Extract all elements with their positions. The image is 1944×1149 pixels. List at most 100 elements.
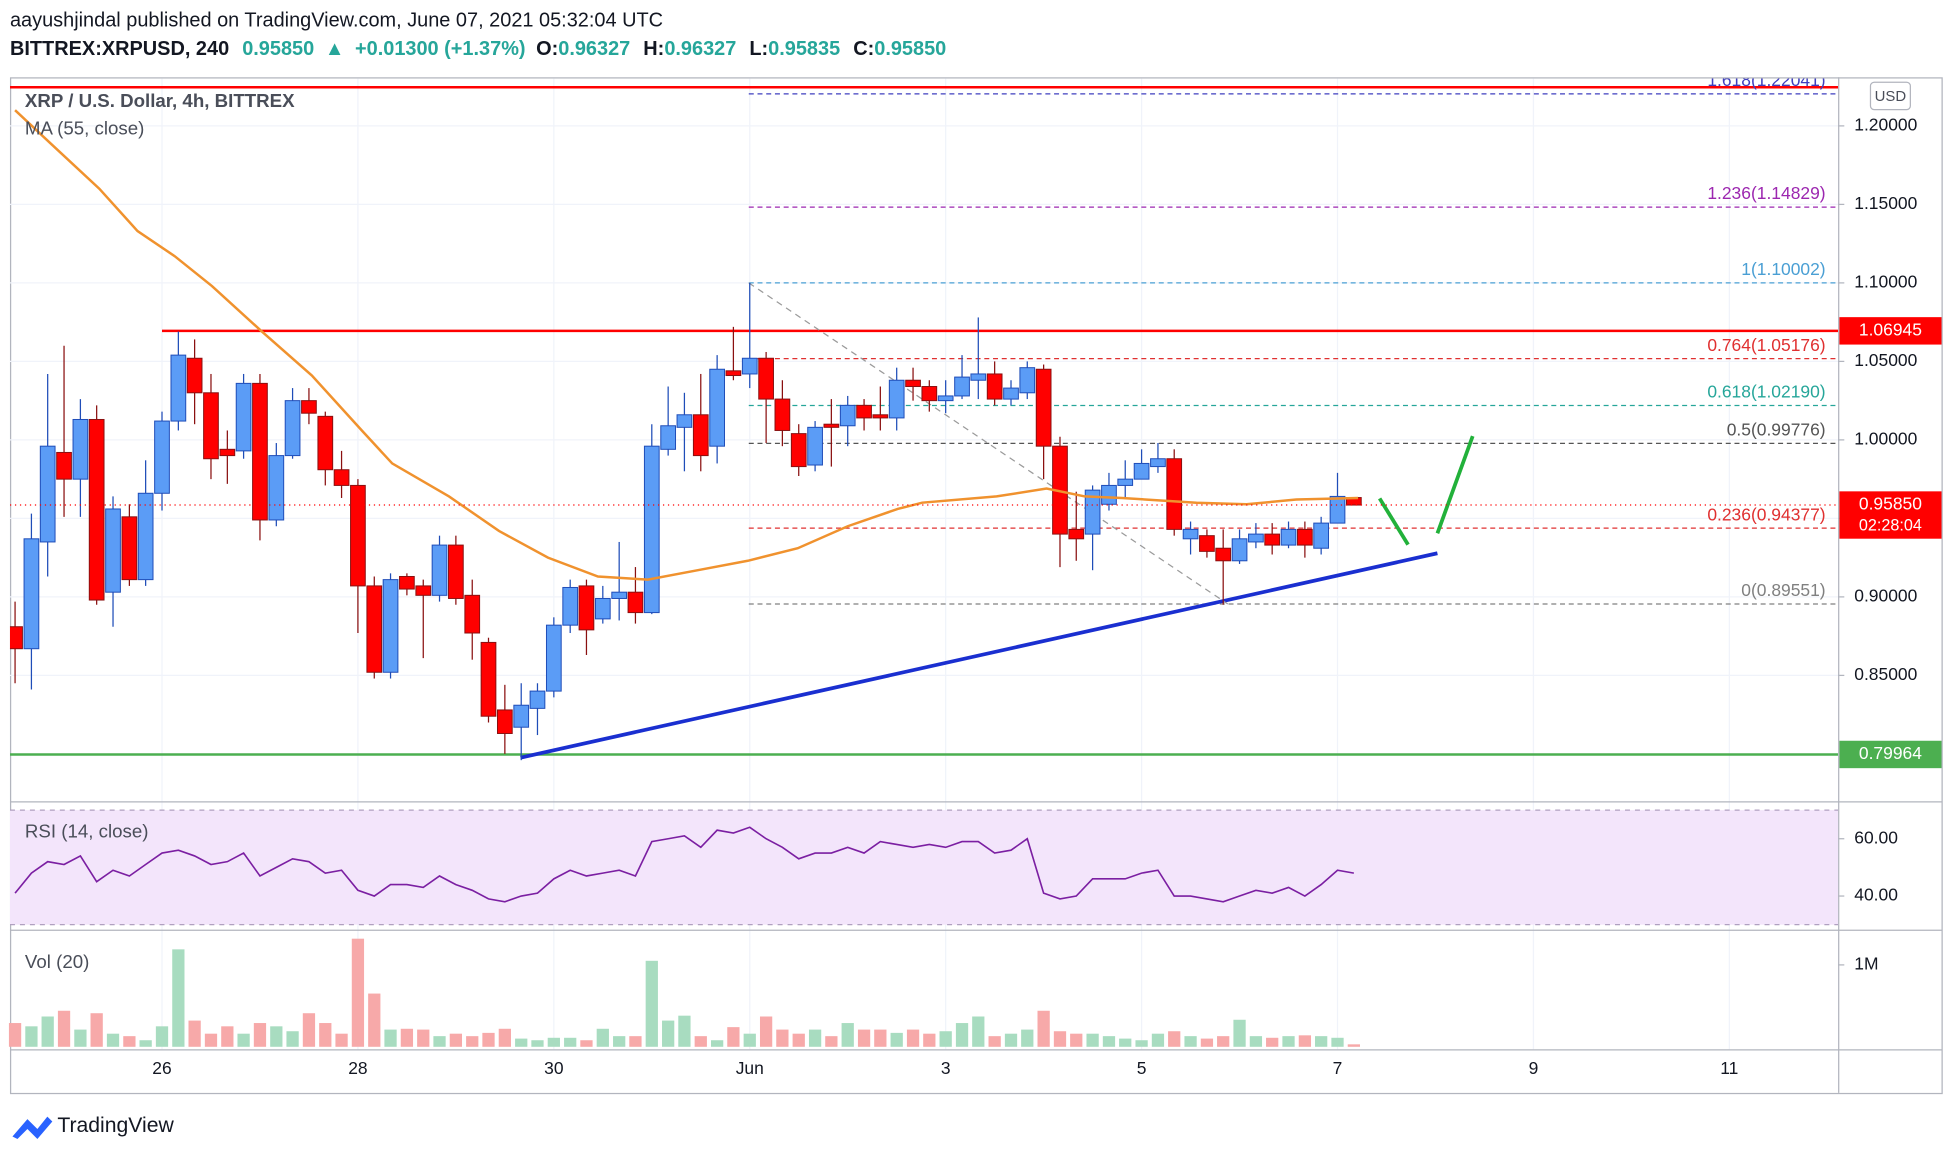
volume-bar — [1184, 1036, 1197, 1047]
volume-bar — [1119, 1038, 1132, 1047]
volume-bar — [253, 1023, 267, 1047]
rsi-pane — [9, 809, 1839, 926]
ma-legend: MA (55, close) — [25, 118, 144, 139]
volume-bar — [759, 1016, 773, 1047]
candle-body — [382, 579, 399, 673]
volume-bar — [1347, 1044, 1361, 1047]
volume-bar — [1053, 1031, 1067, 1047]
x-tick-label: 9 — [1529, 1058, 1539, 1078]
volume-bar — [1086, 1033, 1099, 1047]
candle-body — [415, 585, 432, 596]
symbol: BITTREX:XRPUSD, 240 — [10, 38, 229, 60]
volume-bar — [204, 1033, 218, 1047]
candle-body — [709, 368, 725, 447]
volume-bar — [368, 993, 381, 1047]
volume-bar — [727, 1027, 740, 1047]
candle-body — [1019, 367, 1036, 394]
volume-bar — [417, 1029, 430, 1047]
volume-bar — [939, 1031, 952, 1047]
candle-body — [464, 594, 481, 634]
candle-body — [9, 626, 23, 650]
x-tick-label: 28 — [348, 1058, 367, 1078]
candle-body — [839, 404, 856, 427]
volume-bar — [498, 1028, 511, 1047]
volume-bar — [1331, 1037, 1344, 1047]
candle-body — [154, 420, 170, 494]
y-tick-label: 1.05000 — [1854, 350, 1917, 370]
volume-bar — [613, 1036, 626, 1047]
volume-bar — [955, 1023, 969, 1047]
price-pane: 1.618(1.22041) 1.236(1.14829) 1(1.10002) 0.… — [9, 79, 1839, 761]
candle-body — [105, 508, 121, 593]
volume-bar — [923, 1033, 936, 1047]
last-price-label: 0.95850 — [1859, 494, 1922, 514]
volume-bar — [515, 1038, 528, 1047]
volume-bar — [662, 1020, 675, 1047]
volume-bar — [8, 1023, 22, 1047]
price-label-box — [1839, 317, 1942, 345]
x-tick-label: 30 — [544, 1058, 564, 1078]
volume-bar — [25, 1026, 38, 1047]
volume-bar — [874, 1029, 887, 1047]
volume-bar — [237, 1033, 250, 1047]
volume-bar — [351, 938, 365, 1047]
volume-bar — [1217, 1036, 1230, 1047]
candle-body — [399, 575, 415, 590]
candle-body — [986, 373, 1003, 400]
candle-body — [545, 624, 562, 692]
price-label-box — [1839, 740, 1942, 769]
candle-body — [448, 544, 464, 599]
candle-body — [807, 426, 823, 466]
candle-body — [235, 382, 252, 452]
rsi-tick-label: 60.00 — [1854, 827, 1898, 847]
fib-label: 0.236(0.94377) — [1707, 504, 1825, 524]
trendline — [1435, 435, 1475, 534]
candle-body — [643, 445, 660, 614]
candle-body — [219, 448, 236, 457]
volume-bar — [482, 1032, 495, 1047]
price-label: 1.06945 — [1859, 319, 1922, 339]
chart-title: XRP / U.S. Dollar, 4h, BITTREX — [25, 90, 295, 111]
labels: 262830Jun3579110.850000.900000.950001.00… — [152, 115, 1942, 1078]
candle-body — [252, 382, 268, 521]
volume-bar — [286, 1031, 299, 1047]
candle-body — [1264, 533, 1281, 546]
volume-bar — [123, 1036, 136, 1047]
ohlc-value: 0.95850 — [874, 38, 946, 60]
x-tick-label: Jun — [736, 1058, 764, 1078]
candle-body — [186, 357, 203, 394]
ma-line — [14, 109, 1359, 581]
volume-bar — [57, 1010, 71, 1047]
rsi-tick-label: 40.00 — [1854, 885, 1898, 905]
y-tick-label: 1.15000 — [1854, 193, 1917, 213]
volume-bar — [319, 1023, 332, 1047]
candle-body — [1133, 462, 1150, 480]
candle-body — [741, 357, 758, 375]
volume-bar — [90, 1013, 103, 1047]
candle-body — [1182, 528, 1199, 540]
volume-legend: Vol (20) — [25, 951, 89, 972]
frame — [9, 77, 1943, 1095]
volume-bar — [531, 1040, 544, 1047]
ohlc-key: H: — [643, 38, 664, 60]
candle-body — [431, 544, 448, 596]
last-price-box — [1839, 491, 1942, 539]
countdown: 02:28:04 — [1859, 517, 1922, 535]
candle-body — [676, 414, 693, 428]
candle-body — [725, 370, 742, 377]
trendline — [1378, 497, 1410, 546]
candle-body — [1101, 484, 1117, 505]
volume-bar — [906, 1029, 920, 1047]
volume-bar — [188, 1020, 201, 1047]
candle-body — [578, 585, 595, 631]
candle-body — [1329, 495, 1346, 524]
x-tick-label: 5 — [1137, 1058, 1147, 1078]
candle-body — [1313, 522, 1330, 549]
rsi-legend: RSI (14, close) — [25, 820, 149, 841]
candle-body — [823, 423, 840, 428]
volume-bar — [1135, 1040, 1148, 1047]
x-tick-label: 3 — [941, 1058, 951, 1078]
volume-bar — [106, 1033, 120, 1047]
volume-bar — [270, 1026, 283, 1047]
